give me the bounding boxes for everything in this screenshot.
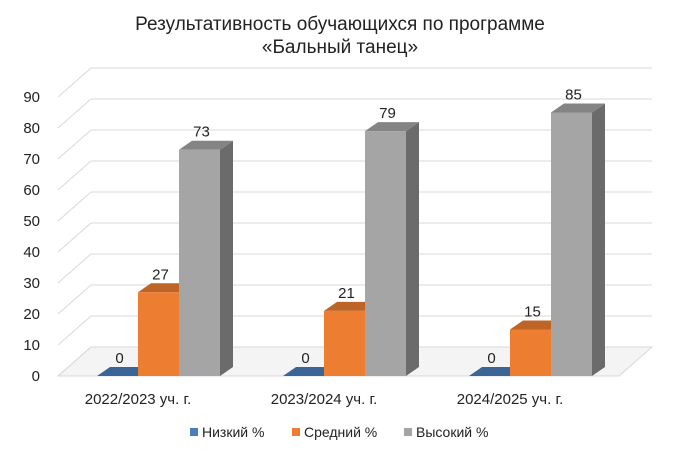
y-tick-label: 60	[23, 182, 40, 199]
gridline	[57, 67, 92, 98]
bar-top	[469, 367, 523, 376]
x-axis: 2022/2023 уч. г. 2023/2024 уч. г. 2024/202…	[85, 391, 564, 408]
bar-top	[179, 140, 233, 150]
bar-front	[179, 149, 220, 376]
legend-item: Низкий %	[190, 424, 264, 440]
y-tick-label: 40	[23, 244, 40, 261]
legend-item: Высокий %	[404, 424, 488, 440]
chart-title: Результативность обучающихся по программ…	[135, 14, 545, 35]
bars	[97, 103, 605, 376]
legend-swatch	[292, 428, 300, 436]
y-tick-label: 90	[23, 89, 40, 106]
data-label: 0	[487, 350, 495, 367]
legend-swatch	[404, 428, 412, 436]
data-label: 85	[565, 87, 582, 104]
bar-side	[406, 122, 419, 376]
data-label: 27	[152, 266, 169, 283]
data-labels: 0 27 73 0 21 79 0 15 85	[115, 87, 582, 368]
bar	[469, 367, 523, 376]
y-tick-label: 30	[23, 275, 40, 292]
gridline	[57, 129, 92, 160]
legend-label: Высокий %	[416, 424, 488, 440]
y-tick-label: 20	[23, 306, 40, 323]
bar-top	[138, 283, 192, 293]
y-tick-label: 70	[23, 151, 40, 168]
gridline	[57, 284, 92, 315]
bar-top	[510, 320, 564, 330]
legend-item: Средний %	[292, 424, 377, 440]
gridline	[57, 98, 92, 129]
gridline	[57, 315, 92, 346]
x-tick-label: 2022/2023 уч. г.	[85, 391, 192, 408]
gridline	[57, 222, 92, 253]
data-label: 0	[301, 350, 309, 367]
y-tick-label: 80	[23, 120, 40, 137]
bar-front	[365, 131, 406, 376]
bar	[179, 140, 233, 376]
bar	[283, 367, 337, 376]
y-tick-label: 0	[32, 368, 40, 385]
bar-side	[592, 103, 605, 376]
bar-top	[283, 367, 337, 376]
y-tick-label: 10	[23, 337, 40, 354]
bar-front	[138, 292, 179, 376]
bar-side	[220, 140, 233, 376]
gridline	[57, 253, 92, 284]
legend-label: Средний %	[304, 424, 377, 440]
data-label: 0	[115, 350, 123, 367]
bar-top	[365, 122, 419, 132]
gridline	[57, 191, 92, 222]
data-label: 79	[379, 105, 396, 122]
x-tick-label: 2024/2025 уч. г.	[457, 391, 564, 408]
y-tick-label: 50	[23, 213, 40, 230]
bar-front	[510, 329, 551, 376]
chart-subtitle: «Бальный танец»	[262, 37, 418, 58]
bar	[97, 367, 151, 376]
data-label: 21	[338, 285, 355, 302]
bar-top	[97, 367, 151, 376]
y-axis: 0 10 20 30 40 50 60 70 80 90	[23, 89, 40, 385]
gridline	[57, 346, 92, 377]
data-label: 73	[193, 124, 210, 141]
bar-top	[324, 301, 378, 311]
data-label: 15	[524, 304, 541, 321]
bar-front	[324, 310, 365, 376]
legend: Низкий % Средний % Высокий %	[190, 424, 488, 440]
bar	[551, 103, 605, 376]
gridline	[57, 160, 92, 191]
bar-front	[551, 112, 592, 376]
legend-label: Низкий %	[202, 424, 264, 440]
legend-swatch	[190, 428, 198, 436]
x-tick-label: 2023/2024 уч. г.	[271, 391, 378, 408]
bar-top	[551, 103, 605, 113]
bar	[365, 122, 419, 376]
